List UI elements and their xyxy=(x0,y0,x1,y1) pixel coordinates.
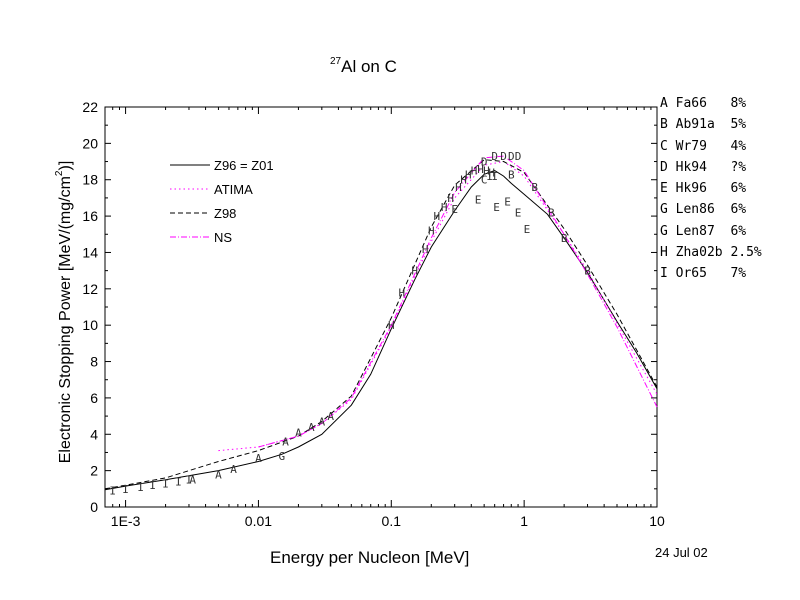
data-point-d: D xyxy=(500,150,507,163)
data-point-h: H xyxy=(488,166,495,179)
reference-item: C Wr79 4% xyxy=(660,138,747,154)
series-line-ns xyxy=(258,155,658,448)
x-tick-label: 0.01 xyxy=(245,513,272,529)
x-tick-label: 10 xyxy=(649,513,665,529)
series-line-atima xyxy=(218,160,658,452)
data-point-a: A xyxy=(319,416,326,429)
data-point-h: H xyxy=(483,165,490,178)
reference-item: I Or65 7% xyxy=(660,266,747,282)
data-point-d: D xyxy=(515,150,522,163)
data-point-h: H xyxy=(465,168,472,181)
y-tick-label: 12 xyxy=(82,281,98,297)
x-tick-label: 1 xyxy=(520,513,528,529)
series-line-z98 xyxy=(104,159,658,490)
legend-label: Z98 xyxy=(214,206,236,221)
data-point-e: E xyxy=(493,201,500,214)
data-point-a: A xyxy=(215,468,222,481)
data-point-i: I xyxy=(186,474,193,487)
reference-item: D Hk94 ?% xyxy=(660,159,747,175)
data-point-i: I xyxy=(109,485,116,498)
data-point-e: E xyxy=(451,203,458,216)
plot-frame xyxy=(104,106,658,508)
reference-item: G Len86 6% xyxy=(660,202,747,218)
data-point-i: I xyxy=(491,170,498,183)
data-point-h: H xyxy=(422,243,429,256)
data-point-a: A xyxy=(282,436,289,449)
data-point-h: H xyxy=(460,174,467,187)
data-point-e: E xyxy=(515,206,522,219)
y-tick-label: 20 xyxy=(82,135,98,151)
reference-item: H Zha02b 2.5% xyxy=(660,245,762,261)
data-point-i: I xyxy=(149,479,156,492)
data-point-d: D xyxy=(508,150,515,163)
y-tick-label: 4 xyxy=(90,426,98,442)
y-tick-label: 18 xyxy=(82,172,98,188)
date-stamp: 24 Jul 02 xyxy=(655,545,708,560)
data-point-i: I xyxy=(175,476,182,489)
chart-title: 27Al on C xyxy=(330,56,397,77)
x-tick-label: 1E-3 xyxy=(111,513,141,529)
y-tick-label: 0 xyxy=(90,499,98,515)
data-point-b: B xyxy=(548,206,555,219)
data-point-h: H xyxy=(411,265,418,278)
reference-item: A Fa66 8% xyxy=(660,96,747,111)
title-superscript: 27 xyxy=(330,56,342,67)
data-point-h: H xyxy=(455,181,462,194)
data-point-a: A xyxy=(308,421,315,434)
y-tick-label: 16 xyxy=(82,208,98,224)
data-point-h: H xyxy=(471,165,478,178)
data-point-i: I xyxy=(122,483,129,496)
data-point-h: H xyxy=(388,319,395,332)
data-point-b: B xyxy=(531,181,538,194)
legend-label: ATIMA xyxy=(214,182,253,197)
data-point-e: E xyxy=(524,223,531,236)
title-text: Al on C xyxy=(341,57,397,76)
y-axis-label: Electronic Stopping Power [MeV/(mg/cm2)] xyxy=(54,161,74,464)
y-axis-label-sup: 2 xyxy=(54,170,65,176)
data-point-i: I xyxy=(162,477,169,490)
series-line-z96-z01 xyxy=(104,170,658,491)
data-point-e: E xyxy=(504,196,511,209)
data-point-e: E xyxy=(475,194,482,207)
legend-label: NS xyxy=(214,230,232,245)
y-tick-label: 14 xyxy=(82,244,98,260)
data-point-a: A xyxy=(189,474,196,487)
reference-item: B Ab91a 5% xyxy=(660,117,747,133)
data-point-d: D xyxy=(491,150,498,163)
y-axis-label-end: )] xyxy=(57,161,74,171)
reference-list: A Fa66 8% B Ab91a 5% C Wr79 4% D Hk94 ?% E H… xyxy=(660,93,762,285)
data-point-h: H xyxy=(477,163,484,176)
data-point-c: C xyxy=(481,174,488,187)
y-tick-label: 22 xyxy=(82,99,98,115)
y-tick-label: 2 xyxy=(90,463,98,479)
y-tick-label: 8 xyxy=(90,354,98,370)
data-point-h: H xyxy=(398,286,405,299)
legend-label: Z96 = Z01 xyxy=(214,158,274,173)
x-tick-label: 0.1 xyxy=(382,513,402,529)
data-point-h: H xyxy=(441,201,448,214)
data-point-h: H xyxy=(433,210,440,223)
reference-item: E Hk96 6% xyxy=(660,181,747,197)
data-point-b: B xyxy=(508,168,515,181)
reference-item: G Len87 6% xyxy=(660,223,747,239)
data-point-i: I xyxy=(486,170,493,183)
data-point-h: H xyxy=(428,225,435,238)
y-axis-label-main: Electronic Stopping Power [MeV/(mg/cm xyxy=(57,176,74,463)
x-axis-label: Energy per Nucleon [MeV] xyxy=(270,548,470,567)
data-point-a: A xyxy=(295,426,302,439)
data-point-a: A xyxy=(327,410,334,423)
data-point-d: D xyxy=(481,156,488,169)
data-point-g: G xyxy=(279,450,286,463)
data-point-i: I xyxy=(137,481,144,494)
data-point-a: A xyxy=(230,463,237,476)
data-point-b: B xyxy=(584,265,591,278)
data-point-a: A xyxy=(255,452,262,465)
data-point-h: H xyxy=(447,192,454,205)
y-tick-label: 10 xyxy=(82,317,98,333)
data-point-b: B xyxy=(561,232,568,245)
y-tick-label: 6 xyxy=(90,390,98,406)
